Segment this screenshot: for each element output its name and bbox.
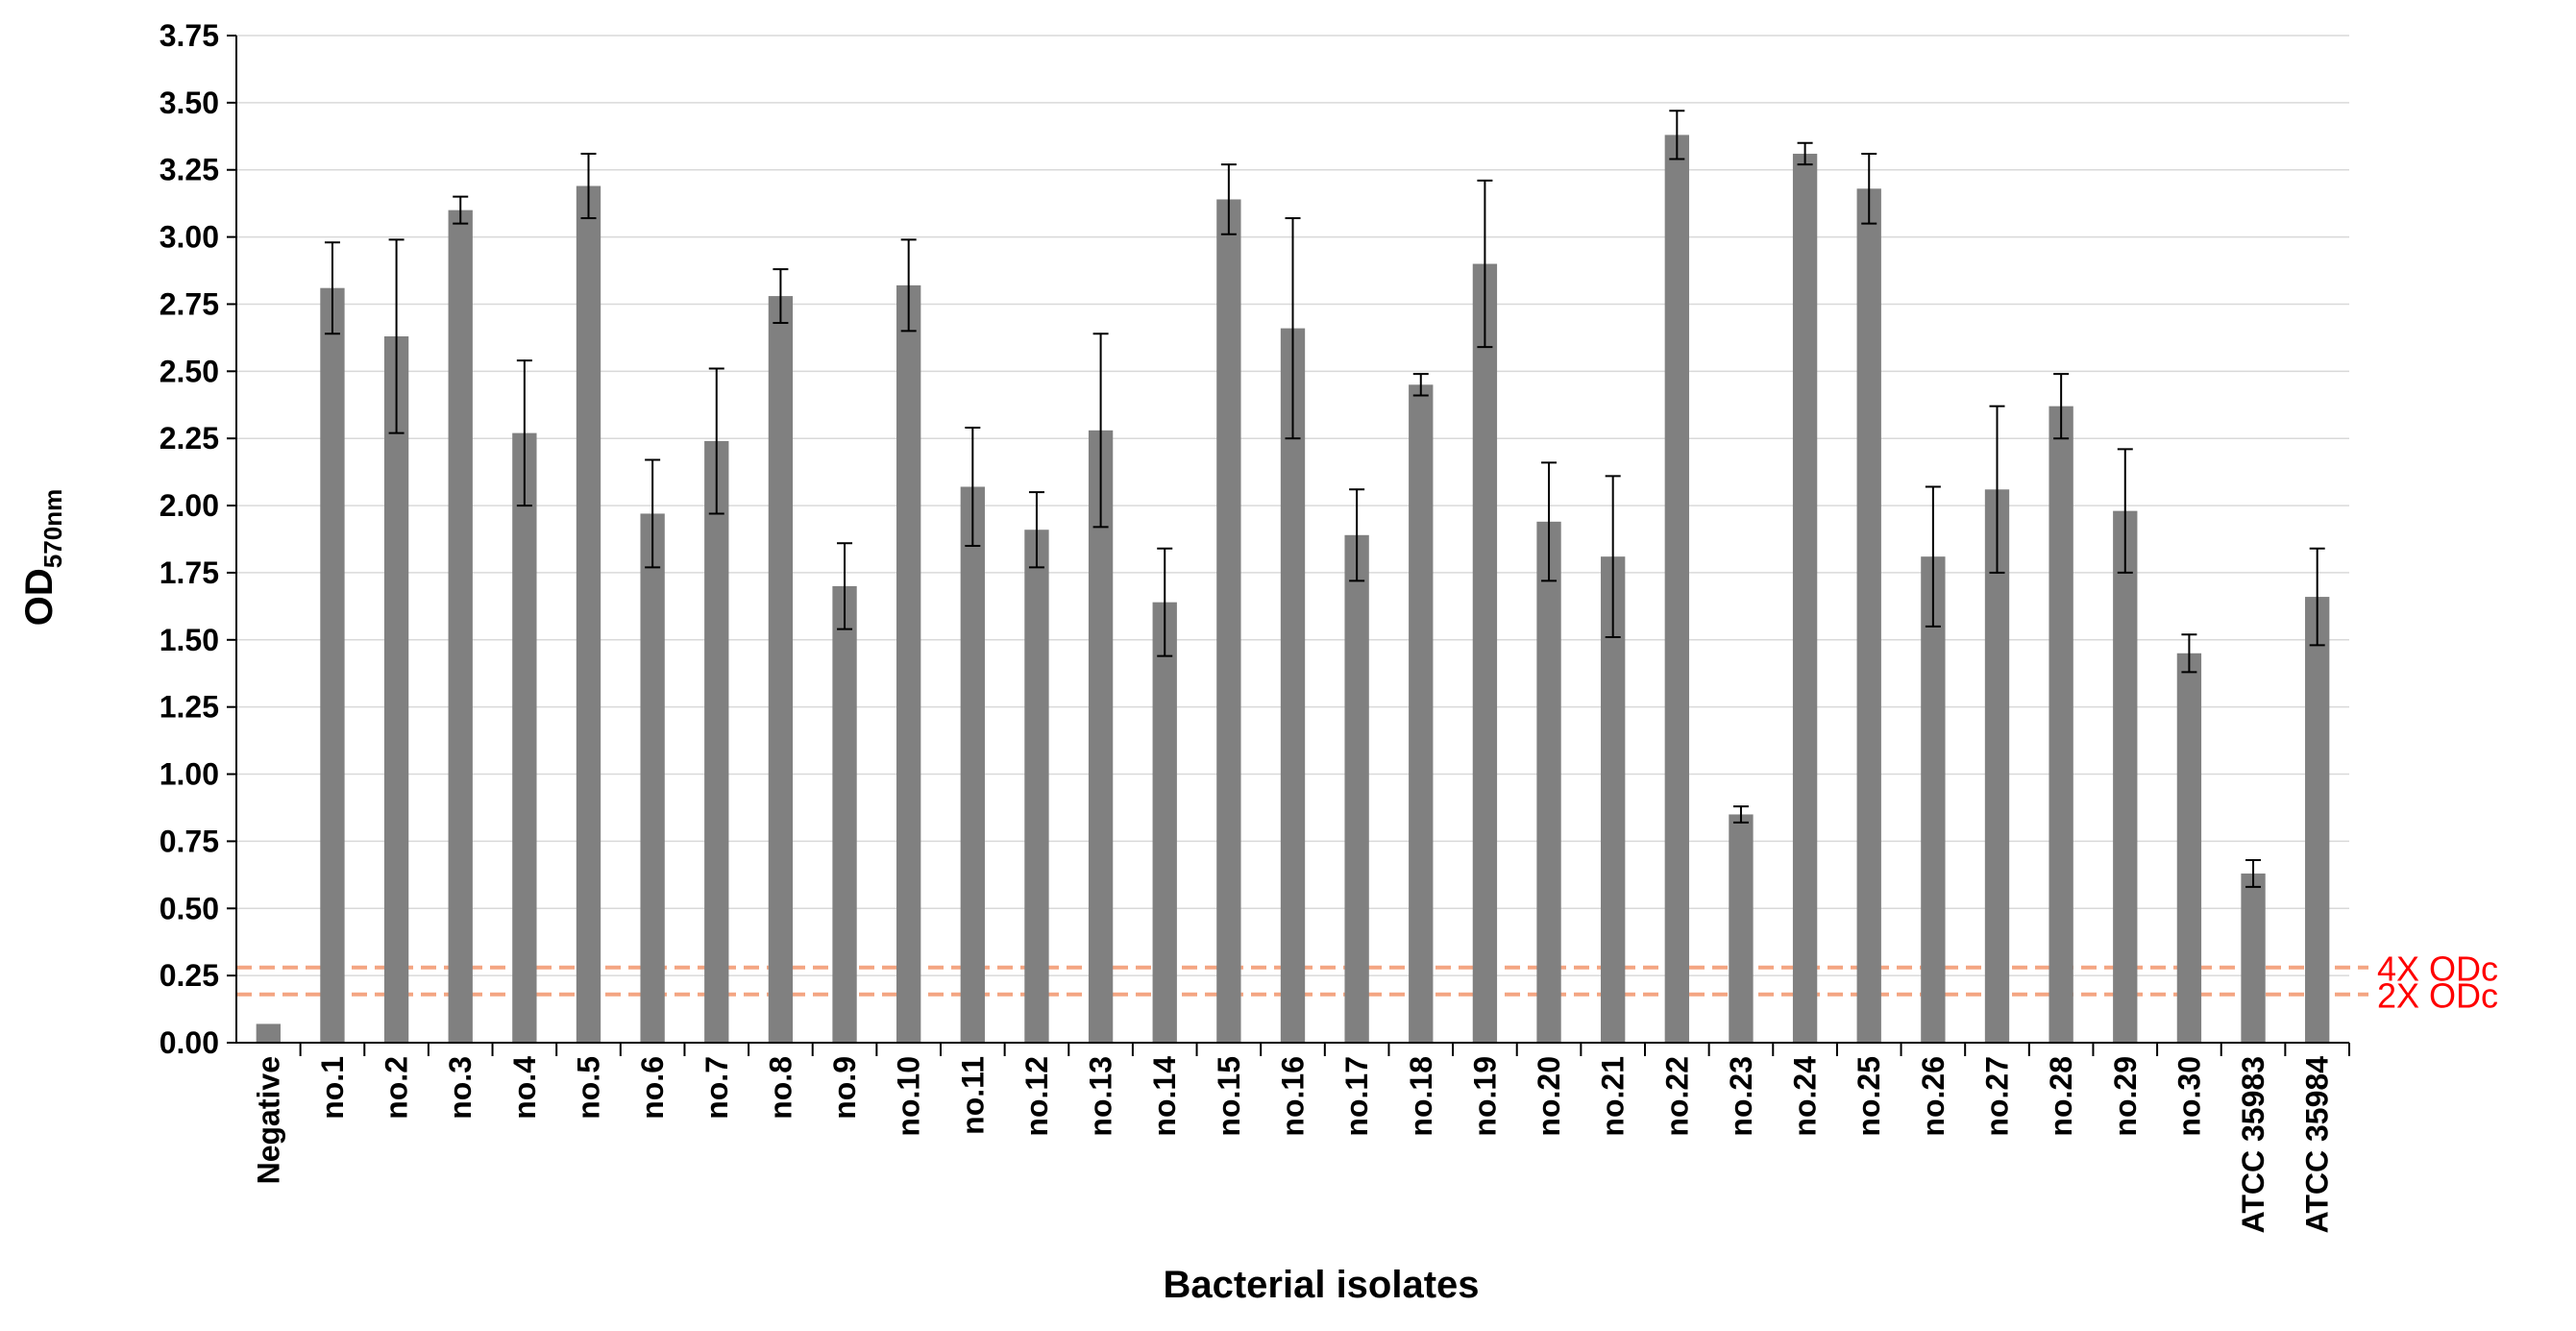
y-tick-label: 0.50 (159, 891, 219, 925)
bar (2049, 406, 2073, 1043)
bars (256, 135, 2330, 1044)
y-tick-label: 1.50 (159, 623, 219, 657)
bar (704, 440, 729, 1044)
reference-line-label: 2X ODc (2377, 976, 2498, 1016)
bar (1792, 153, 1818, 1043)
bar (1280, 328, 1306, 1043)
y-tick-label: 2.25 (159, 421, 219, 456)
bar (383, 336, 409, 1043)
bar (1216, 199, 1241, 1043)
y-tick-label: 0.00 (159, 1025, 219, 1060)
bar (768, 296, 794, 1044)
x-tick-label: no.4 (507, 1056, 542, 1120)
reference-line-label: 4X ODc (2377, 949, 2498, 989)
x-tick-label: no.19 (1467, 1056, 1502, 1137)
axes (235, 36, 2349, 1044)
x-tick-label: no.22 (1659, 1056, 1694, 1137)
bar (1664, 135, 1689, 1044)
bar (1729, 814, 1754, 1043)
bar (256, 1023, 281, 1043)
x-tick-label: no.21 (1596, 1056, 1631, 1137)
bar (1856, 188, 1881, 1043)
x-tick-labels: Negative no.1 no.2 no.3 no.4 no.5 no.6 no.7 no.8… (251, 1043, 2350, 1234)
bar (576, 185, 601, 1043)
bar (896, 284, 921, 1043)
x-tick-label: no.8 (763, 1056, 797, 1120)
x-tick-label: no.2 (380, 1056, 414, 1120)
x-tick-label: no.23 (1724, 1056, 1758, 1137)
x-tick-label: no.1 (315, 1056, 350, 1120)
x-tick-label: no.16 (1276, 1056, 1311, 1137)
bar (1024, 530, 1049, 1043)
bar (832, 585, 857, 1043)
x-tick-label: no.9 (827, 1056, 862, 1120)
y-tick-label: 3.25 (159, 153, 219, 187)
x-tick-label: ATCC 35983 (2236, 1056, 2270, 1233)
y-tick-label: 2.00 (159, 488, 219, 523)
x-tick-label: no.7 (699, 1056, 734, 1120)
bar (1921, 556, 1946, 1043)
x-tick-label: no.18 (1404, 1056, 1438, 1137)
x-tick-label: no.5 (572, 1056, 606, 1120)
bar (2305, 597, 2330, 1043)
y-tick-label: 1.75 (159, 555, 219, 590)
x-tick-label: no.27 (1980, 1056, 2015, 1137)
y-tick-label: 1.00 (159, 757, 219, 792)
y-tick-label: 1.25 (159, 690, 219, 725)
bar (1472, 263, 1498, 1044)
y-axis-title-main: OD (18, 568, 61, 626)
x-tick-label: no.6 (635, 1056, 670, 1120)
x-axis-title: Bacterial isolates (1163, 1264, 1479, 1306)
y-axis-title: OD570nm (18, 489, 67, 626)
y-tick-label: 0.25 (159, 958, 219, 993)
x-tick-label: no.25 (1852, 1056, 1886, 1137)
y-tick-label: 0.75 (159, 824, 219, 858)
x-tick-label: no.28 (2044, 1056, 2078, 1137)
x-tick-label: no.24 (1788, 1056, 1823, 1137)
y-tick-label: 3.00 (159, 220, 219, 255)
x-tick-label: no.17 (1339, 1056, 1374, 1137)
bar (960, 486, 985, 1043)
y-tick-label: 3.50 (159, 86, 219, 120)
x-tick-label: no.29 (2108, 1056, 2143, 1137)
bar (1984, 489, 2010, 1043)
bar (448, 210, 473, 1044)
x-tick-label: ATCC 35984 (2300, 1056, 2335, 1234)
y-axis-title-subscript: 570nm (38, 489, 67, 568)
bar (640, 513, 665, 1043)
bar (1409, 384, 1434, 1044)
x-tick-label: no.20 (1532, 1056, 1566, 1137)
bar (1088, 430, 1114, 1043)
x-tick-label: no.15 (1212, 1056, 1246, 1137)
y-tick-label: 3.75 (159, 18, 219, 53)
x-tick-label: no.10 (892, 1056, 926, 1137)
bar (320, 287, 345, 1043)
bar (2241, 873, 2266, 1043)
y-tick-labels: 0.00 0.25 0.50 0.75 1.00 1.25 1.50 1.75 2.00 2.25… (159, 18, 236, 1060)
bar (1536, 521, 1561, 1043)
bar (1344, 534, 1369, 1043)
bar (512, 432, 537, 1043)
error-bars (324, 110, 2325, 888)
x-tick-label: no.14 (1147, 1056, 1182, 1137)
bar (1152, 602, 1177, 1043)
x-tick-label: no.3 (443, 1056, 478, 1120)
x-tick-label: no.13 (1084, 1056, 1118, 1137)
bar (2176, 653, 2202, 1043)
x-tick-label: no.12 (1019, 1056, 1054, 1137)
y-tick-label: 2.75 (159, 286, 219, 321)
y-tick-label: 2.50 (159, 354, 219, 388)
x-tick-label: no.26 (1916, 1056, 1950, 1137)
x-tick-label: Negative (251, 1056, 285, 1184)
x-tick-label: no.30 (2171, 1056, 2206, 1137)
x-tick-label: no.11 (955, 1056, 990, 1135)
bar (2113, 510, 2138, 1043)
